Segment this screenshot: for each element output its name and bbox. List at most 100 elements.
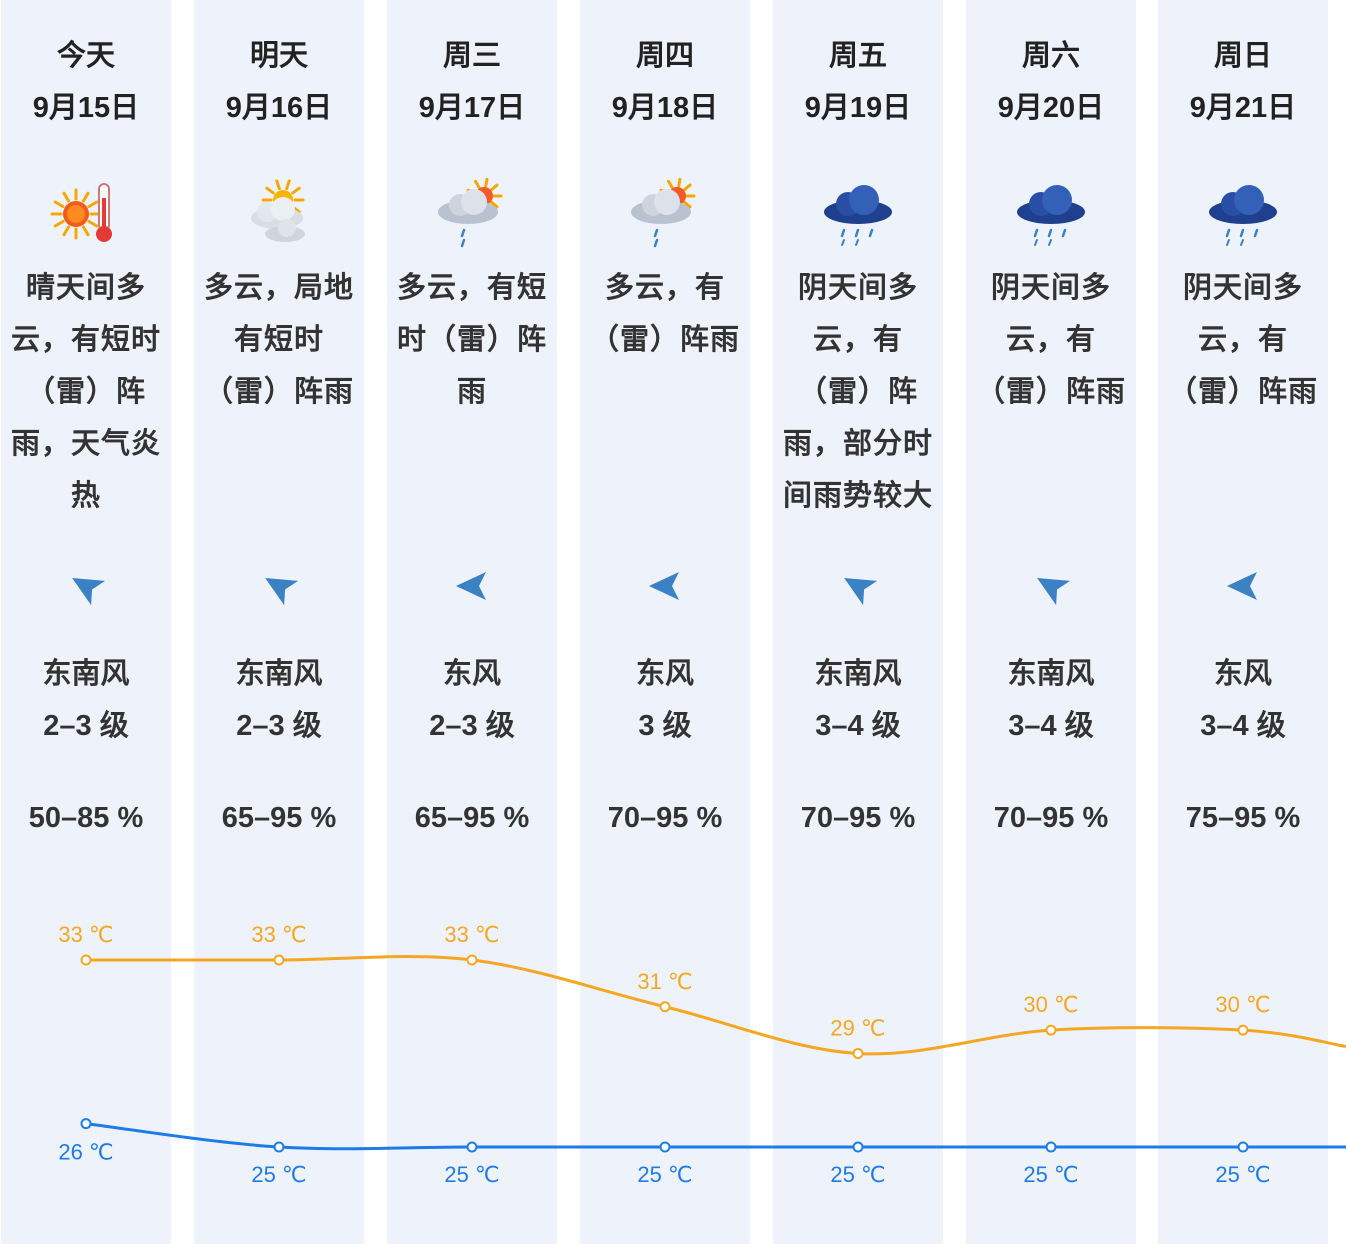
weather-description: 阴天间多云，有 （雷）阵雨	[966, 262, 1136, 418]
humidity: 70–95 %	[607, 802, 723, 834]
low-temp-point	[659, 1141, 671, 1153]
dark-rain-cloud-icon	[1205, 178, 1281, 248]
high-temp-label: 33 ℃	[444, 922, 499, 947]
wind-info: 东南风 2–3 级	[1, 648, 171, 752]
description-line: 多云，有	[604, 272, 725, 304]
wind-direction-arrow-icon	[645, 566, 685, 606]
wind-info: 东风 2–3 级	[387, 648, 557, 752]
low-temp-label: 25 ℃	[1023, 1162, 1078, 1187]
wind-info: 东南风 3–4 级	[966, 648, 1136, 752]
day-date: 9月18日	[611, 92, 719, 124]
sunny-hot-icon	[48, 178, 124, 248]
description-line: 有短时	[233, 324, 324, 356]
low-temp-point	[466, 1141, 478, 1153]
day-column-1: 明天 9月16日 多云，局地有短时 （雷）阵雨 东南风 2–3 级 65–95 %	[194, 0, 364, 1244]
weather-description: 多云，局地有短时 （雷）阵雨	[194, 262, 364, 418]
wind-direction-arrow-icon	[259, 566, 299, 606]
description-line: 时（雷）阵	[396, 324, 547, 356]
high-temp-point	[1045, 1024, 1057, 1036]
description-line: 间雨势较大	[782, 480, 933, 512]
high-temp-point	[273, 954, 285, 966]
wind-level: 2–3 级	[43, 710, 129, 742]
wind-level: 3–4 级	[815, 710, 901, 742]
description-line: （雷）阵雨	[975, 376, 1126, 408]
humidity: 70–95 %	[800, 802, 916, 834]
high-temp-line	[85, 955, 1346, 1056]
high-temp-label: 30 ℃	[1215, 992, 1270, 1017]
low-temp-point	[80, 1118, 92, 1130]
day-date: 9月19日	[804, 92, 912, 124]
day-date: 9月15日	[32, 92, 140, 124]
wind-direction: 东南风	[235, 658, 323, 690]
day-date: 9月16日	[225, 92, 333, 124]
wind-direction-arrow-icon	[1031, 566, 1071, 606]
humidity: 65–95 %	[221, 802, 337, 834]
wind-direction: 东风	[635, 658, 694, 690]
high-temp-point	[852, 1048, 864, 1059]
low-temp-label: 25 ℃	[830, 1162, 885, 1187]
cloud-sun-rain-icon	[627, 177, 703, 248]
description-line: 多云，局地	[203, 272, 354, 304]
low-temp-label: 25 ℃	[637, 1162, 692, 1187]
day-name: 周三	[442, 40, 501, 72]
low-temp-point	[1045, 1141, 1057, 1153]
description-line: （雷）阵雨	[203, 376, 354, 408]
high-temp-point	[1237, 1024, 1249, 1036]
day-name: 明天	[249, 40, 308, 72]
day-name: 周四	[635, 40, 694, 72]
description-line: 云，有	[1005, 324, 1096, 356]
high-temp-label: 33 ℃	[251, 922, 306, 947]
wind-direction: 东南风	[42, 658, 130, 690]
wind-direction: 东南风	[1007, 658, 1095, 690]
wind-level: 3–4 级	[1200, 710, 1286, 742]
description-line: 云，有	[812, 324, 903, 356]
description-line: （雷）阵	[797, 376, 918, 408]
high-temp-label: 33 ℃	[58, 922, 113, 947]
description-line: （雷）阵雨	[1167, 376, 1318, 408]
description-line: 雨，天气炎	[10, 428, 161, 460]
day-name: 周五	[828, 40, 887, 72]
weather-description: 晴天间多 云，有短时 （雷）阵 雨，天气炎热	[1, 262, 171, 522]
dark-rain-cloud-icon	[820, 178, 896, 248]
description-line: 阴天间多	[797, 272, 918, 304]
wind-info: 东南风 3–4 级	[773, 648, 943, 752]
weather-description: 阴天间多云，有 （雷）阵雨，部分时间雨势较大	[773, 262, 943, 522]
dark-rain-cloud-icon	[1013, 178, 1089, 248]
wind-level: 2–3 级	[429, 710, 515, 742]
description-line: 云，有	[1197, 324, 1288, 356]
wind-level: 2–3 级	[236, 710, 322, 742]
day-column-4: 周五 9月19日 阴天间多云，有 （雷）阵雨，部分时间雨势较大 东南风 3–4 级 70…	[773, 0, 943, 1244]
wind-info: 东南风 2–3 级	[194, 648, 364, 752]
humidity: 65–95 %	[414, 802, 530, 834]
wind-direction-arrow-icon	[452, 566, 492, 606]
day-date: 9月20日	[997, 92, 1105, 124]
day-column-3: 周四 9月18日 多云，有 （雷）阵雨 东风 3 级 70–95 %	[580, 0, 750, 1244]
day-name: 今天	[56, 40, 115, 72]
wind-direction-arrow-icon	[838, 566, 878, 606]
wind-direction: 东南风	[814, 658, 902, 690]
day-column-0: 今天 9月15日 晴天间多 云，有短时 （雷）阵 雨，天气炎热 东南风 2–3 级 50–8…	[1, 0, 171, 1244]
wind-level: 3 级	[638, 710, 692, 742]
day-name: 周日	[1213, 40, 1272, 72]
wind-direction-arrow-icon	[66, 566, 106, 606]
high-temp-label: 31 ℃	[637, 969, 692, 994]
low-temp-point	[273, 1141, 285, 1153]
day-column-2: 周三 9月17日 多云，有短 时（雷）阵雨 东风 2–3 级 65–95 %	[387, 0, 557, 1244]
wind-direction: 东风	[1213, 658, 1272, 690]
wind-direction: 东风	[442, 658, 501, 690]
description-line: 阴天间多	[1182, 272, 1303, 304]
day-date: 9月17日	[418, 92, 526, 124]
high-temp-point	[466, 954, 478, 966]
description-line: 雨，部分时	[782, 428, 933, 460]
description-line: （雷）阵雨	[589, 324, 740, 356]
humidity: 75–95 %	[1185, 802, 1301, 834]
description-line: （雷）阵	[25, 376, 146, 408]
humidity: 70–95 %	[993, 802, 1109, 834]
partly-cloudy-icon	[241, 178, 317, 248]
description-line: 多云，有短	[396, 272, 547, 304]
low-temp-label: 25 ℃	[444, 1162, 499, 1187]
wind-info: 东风 3–4 级	[1158, 648, 1328, 752]
description-line: 阴天间多	[990, 272, 1111, 304]
weather-description: 多云，有短 时（雷）阵雨	[387, 262, 557, 418]
